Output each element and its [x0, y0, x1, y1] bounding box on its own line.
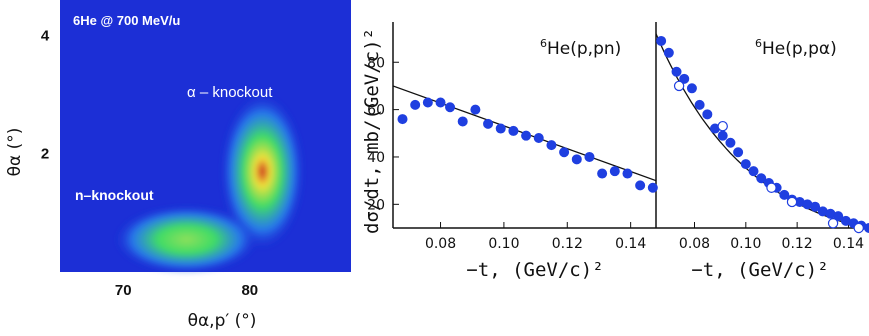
data-point [470, 104, 481, 115]
data-point [694, 99, 705, 110]
palpha-label-sup: 6 [755, 37, 762, 50]
data-point [740, 159, 751, 170]
ytick-label: 20 [367, 197, 385, 213]
data-point [559, 147, 570, 158]
data-point [679, 73, 690, 84]
data-point [833, 211, 844, 222]
data-point [810, 201, 821, 212]
data-point [457, 116, 468, 127]
data-point [584, 151, 595, 162]
data-point [422, 97, 433, 108]
pn-points [397, 97, 658, 193]
heatmap-xtick: 80 [241, 282, 258, 299]
data-point [508, 125, 519, 136]
n-knockout-blob [114, 205, 259, 274]
pn-panel-label: 6He(p,pn) [540, 37, 621, 59]
data-point [571, 154, 582, 165]
heatmap-annotation: 6He @ 700 MeV/u [73, 13, 180, 28]
palpha-label-main: He(p,pα) [762, 39, 837, 59]
open-data-point [853, 222, 864, 234]
heatmap-ylabel: θα (°) [5, 128, 25, 177]
data-point [656, 35, 667, 46]
palpha-ticks: 0.08 0.10 0.12 0.14 [679, 222, 864, 252]
data-point [609, 166, 620, 177]
xtick-label: 0.14 [615, 236, 646, 252]
scatter-ylabel: dσ/dt, mb/(GeV/c)² [361, 28, 383, 234]
data-point [647, 182, 658, 193]
data-point [397, 114, 408, 125]
xtick-label: 0.12 [552, 236, 583, 252]
data-point [521, 130, 532, 141]
data-point [717, 130, 728, 141]
pn-label-sup: 6 [540, 37, 547, 50]
data-point [410, 99, 421, 110]
pn-panel: 0.08 0.10 0.12 0.14 20 40 60 80 6He(p,pn) [367, 37, 658, 252]
pn-ticks: 0.08 0.10 0.12 0.14 20 40 60 80 [367, 55, 646, 252]
data-point [445, 102, 456, 113]
data-point [533, 133, 544, 144]
ytick-label: 60 [367, 103, 385, 119]
heatmap-ticks: 70 80 2 4 [41, 27, 258, 299]
heatmap-xtick: 70 [115, 282, 132, 299]
heatmap-panel: 6He @ 700 MeV/u α – knockout n–knockout … [5, 0, 351, 331]
data-point [779, 189, 790, 200]
open-data-point [717, 120, 728, 132]
data-point [733, 147, 744, 158]
data-point [864, 223, 869, 233]
palpha-xlabel: −t, (GeV/c)² [691, 259, 828, 281]
palpha-panel: 0.08 0.10 0.12 0.14 6He(p,pα) [656, 33, 869, 252]
data-point [702, 109, 713, 120]
pn-xlabel: −t, (GeV/c)² [466, 259, 603, 281]
data-point [663, 47, 674, 58]
open-data-point [766, 182, 777, 193]
data-point [435, 97, 446, 108]
heatmap-xlabel: θα,p′ (°) [188, 311, 257, 331]
xtick-label: 0.14 [833, 236, 864, 252]
ytick-label: 40 [367, 150, 385, 166]
xtick-label: 0.08 [425, 236, 456, 252]
pn-label-main: He(p,pn) [547, 39, 621, 59]
data-point [483, 118, 494, 129]
data-point [725, 137, 736, 148]
data-point [546, 140, 557, 151]
xtick-label: 0.08 [679, 236, 710, 252]
data-point [495, 123, 506, 134]
data-point [671, 66, 682, 77]
open-data-point [673, 80, 685, 92]
alpha-knockout-label: α – knockout [187, 84, 273, 101]
alpha-knockout-blob [220, 93, 305, 250]
palpha-panel-label: 6He(p,pα) [755, 37, 837, 59]
ytick-label: 80 [367, 55, 385, 71]
heatmap-ytick: 4 [41, 27, 50, 44]
data-point [748, 166, 759, 177]
open-data-point [827, 218, 839, 229]
data-point [686, 83, 697, 94]
heatmap-ytick: 2 [41, 146, 49, 163]
palpha-points [656, 35, 869, 234]
data-point [597, 168, 608, 179]
open-data-point [786, 196, 798, 208]
heatmap-blobs [114, 93, 305, 274]
n-knockout-label: n–knockout [75, 187, 154, 203]
palpha-fit-line [656, 33, 867, 228]
xtick-label: 0.12 [782, 236, 813, 252]
data-point [635, 180, 646, 191]
xtick-label: 0.10 [730, 236, 761, 252]
data-point [622, 168, 633, 179]
data-point [756, 173, 767, 184]
xtick-label: 0.10 [488, 236, 519, 252]
